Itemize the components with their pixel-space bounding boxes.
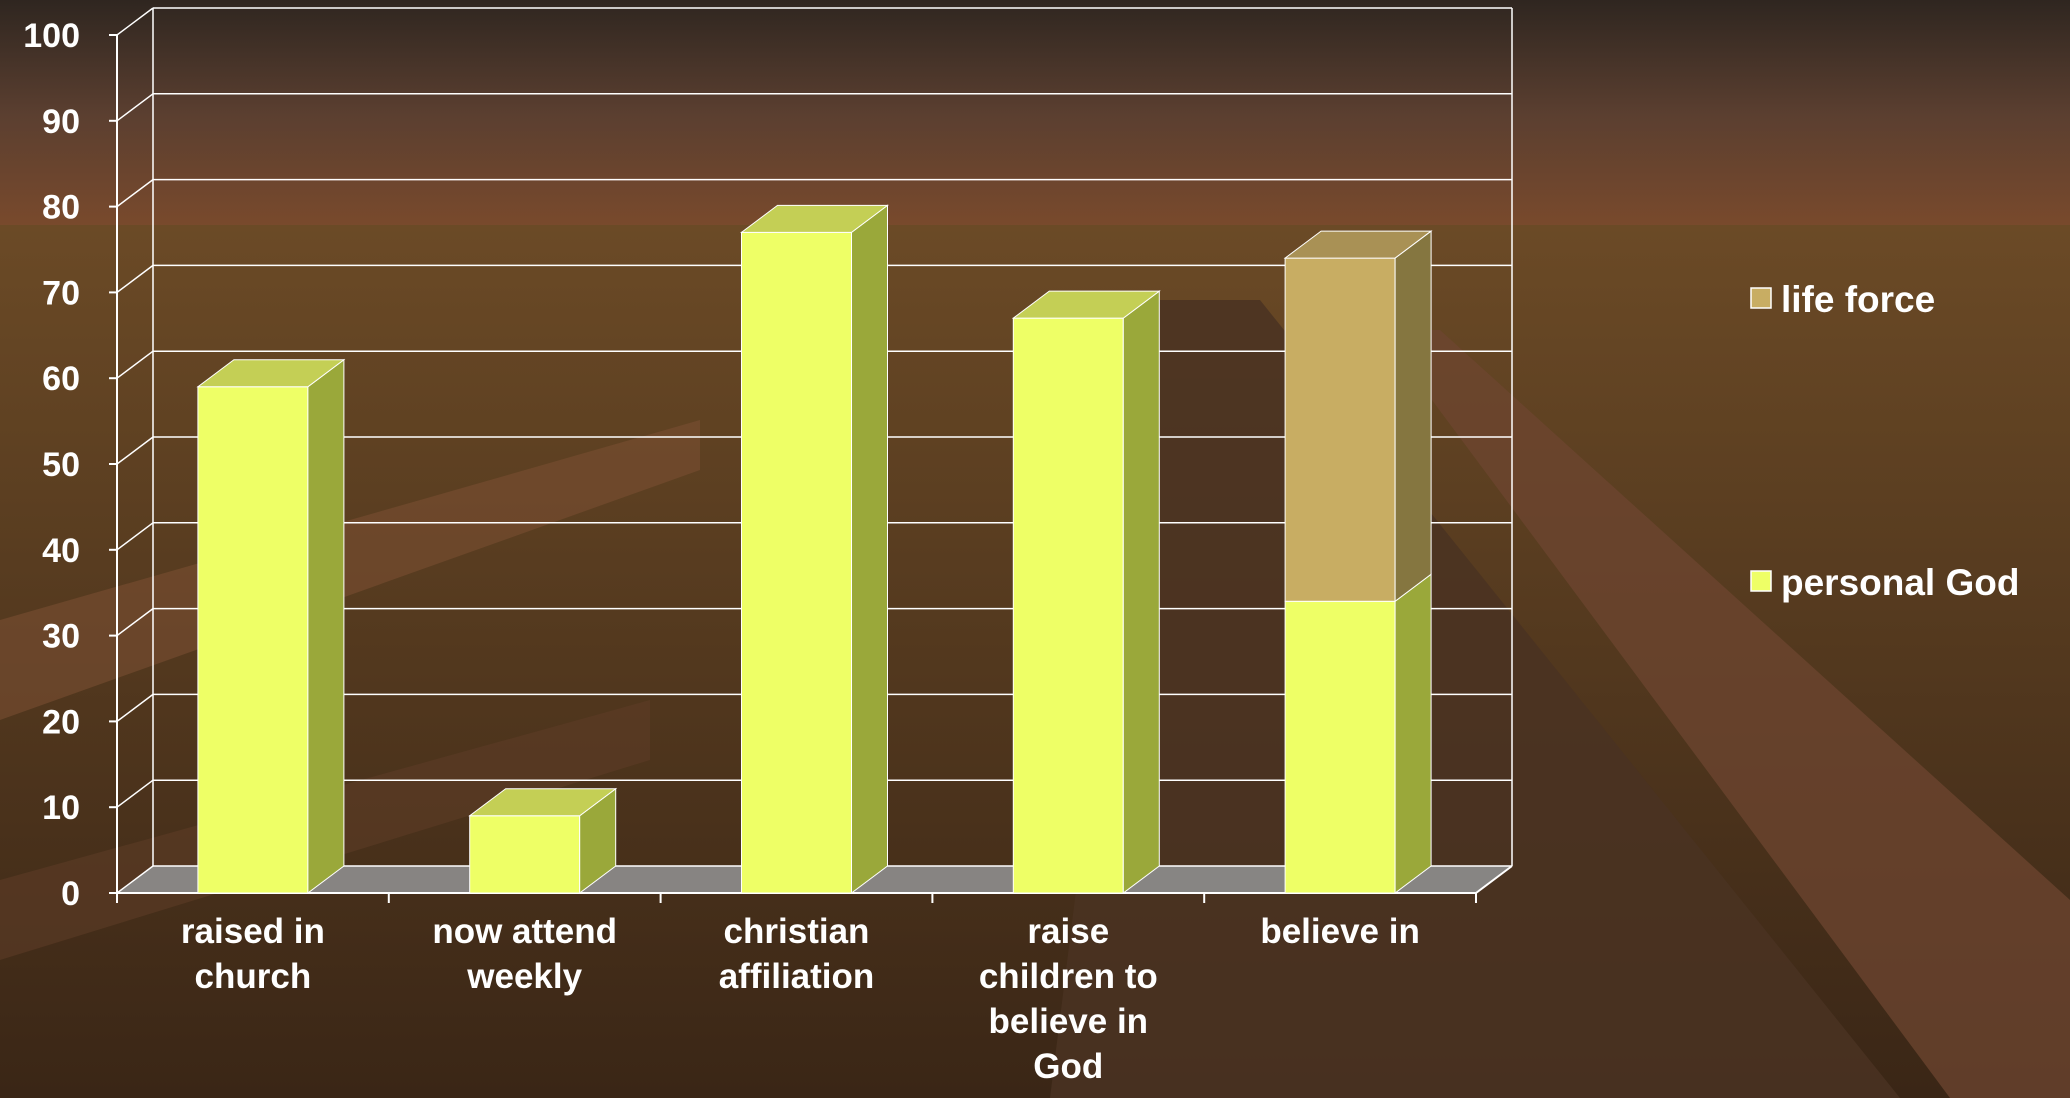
bar-segment-personal-God-side [1122, 290, 1160, 894]
x-category-label: christian affiliation [719, 912, 875, 996]
bar-1 [468, 787, 618, 894]
x-category-label-line: God [1033, 1047, 1103, 1086]
y-tick-label: 100 [23, 17, 80, 55]
x-category-label-line: raise [1027, 912, 1109, 951]
gridline-side [116, 436, 154, 465]
y-tick-label: 60 [42, 360, 80, 398]
y-tick-label: 70 [42, 274, 80, 312]
bar-segment-personal-God-top [468, 788, 618, 817]
bar-segment-personal-God-top [740, 204, 889, 233]
gridline-side [116, 179, 154, 208]
legend: life force personal God [1750, 279, 2019, 603]
gridline-side [116, 693, 154, 723]
gridline-side [116, 350, 154, 379]
x-category-label-line: believe in [989, 1002, 1149, 1041]
y-tick-label: 0 [61, 875, 80, 913]
x-category-label-line: believe in [1260, 912, 1420, 951]
x-category-label: raise children to believe in God [979, 912, 1158, 1086]
y-tick-label: 40 [42, 532, 80, 570]
y-tick-label: 50 [42, 446, 80, 484]
bar-3 [1011, 290, 1161, 894]
bar-segment-personal-God-top [1011, 290, 1161, 319]
gridline-side [116, 522, 154, 551]
bar-segment-life-force-side [1394, 230, 1432, 603]
gridline-side [116, 93, 154, 122]
gridline-side [116, 264, 154, 293]
x-category-label-line: christian [724, 912, 870, 951]
bar-2 [740, 204, 889, 894]
bar-segment-life-force-front [1284, 257, 1396, 602]
x-category-label-line: affiliation [719, 957, 875, 996]
bar-segment-personal-God-front [469, 815, 581, 894]
y-tick-labels: 0 10 20 30 40 50 60 70 80 90 100 [23, 17, 80, 913]
bar-segment-personal-God-side [851, 204, 888, 894]
bar-0 [196, 358, 346, 894]
x-category-labels: raised in church now attend weekly christian… [181, 912, 1420, 1086]
y-tick-label: 30 [42, 618, 80, 656]
x-category-label-line: children to [979, 957, 1158, 996]
x-category-label: believe in [1260, 912, 1420, 951]
bar-4 [1283, 230, 1433, 894]
x-category-label: raised in church [181, 912, 325, 996]
y-tick-label: 90 [42, 103, 80, 141]
x-category-label: now attend weekly [432, 912, 617, 996]
bar-segment-personal-God-side [307, 358, 345, 894]
x-category-label-line: now attend [432, 912, 617, 951]
legend-swatch-life-force [1750, 287, 1772, 309]
y-tick-label: 10 [42, 789, 80, 827]
bar-segment-life-force-top [1283, 230, 1433, 259]
bar-segment-personal-God-front [1012, 317, 1124, 894]
gridline-side [116, 607, 154, 637]
legend-label-personal-God: personal God [1781, 562, 2019, 603]
gridline-side [116, 7, 154, 36]
x-axis-depth-line [1475, 865, 1513, 894]
legend-swatch-personal-God [1750, 570, 1772, 592]
legend-label-life-force: life force [1781, 279, 1935, 320]
bar-segment-personal-God-side [1394, 573, 1432, 894]
bar-segment-personal-God-front [741, 231, 852, 894]
bar-segment-personal-God-front [197, 386, 309, 894]
x-category-label-line: church [195, 957, 312, 996]
y-tick-label: 80 [42, 189, 80, 227]
gridline-side [116, 865, 154, 894]
bars-layer [196, 204, 1433, 894]
gridline-side [116, 779, 154, 808]
y-tick-label: 20 [42, 703, 80, 741]
x-category-label-line: raised in [181, 912, 325, 951]
x-category-label-line: weekly [466, 957, 582, 996]
bar-segment-personal-God-top [196, 359, 346, 388]
bar-segment-personal-God-front [1284, 600, 1396, 894]
